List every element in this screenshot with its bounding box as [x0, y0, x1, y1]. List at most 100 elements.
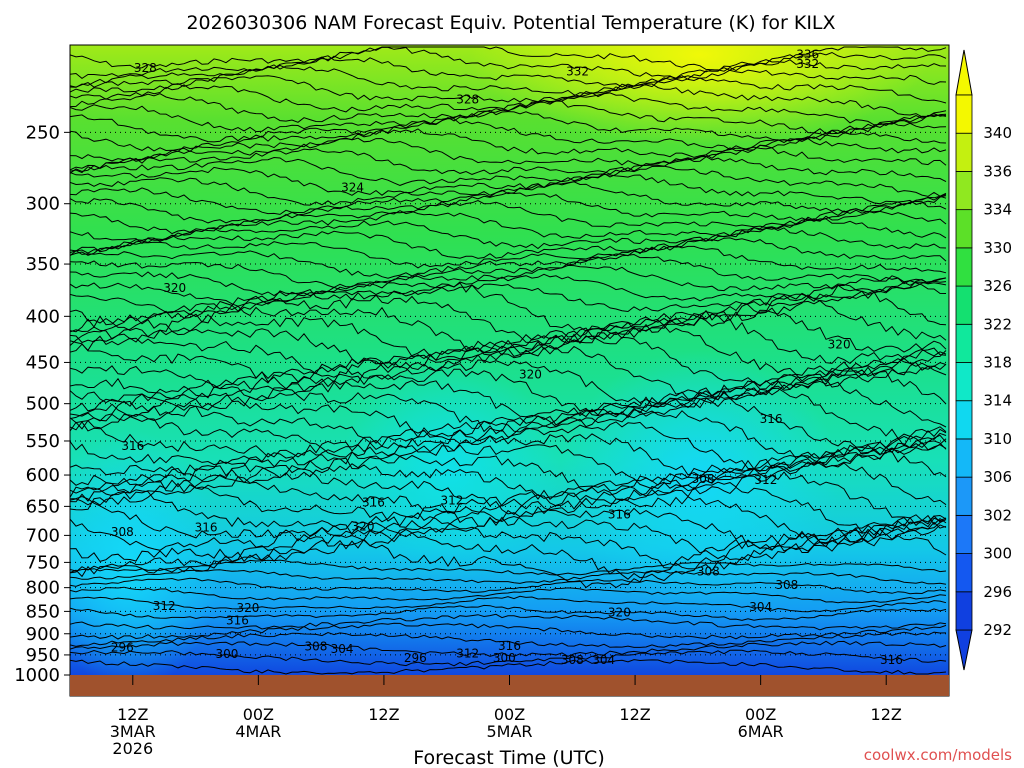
contour-line [70, 236, 947, 269]
plot-area [70, 45, 949, 675]
contour-line [70, 323, 947, 386]
contour-line [70, 464, 947, 527]
contour-line [70, 440, 947, 502]
contour-line [70, 264, 947, 297]
x-tick-label: 12Z [619, 705, 650, 724]
y-tick-label: 650 [26, 496, 60, 517]
chart-title: 2026030306 NAM Forecast Equiv. Potential… [186, 12, 835, 34]
contour-line [70, 577, 947, 595]
x-axis-label: Forecast Time (UTC) [413, 747, 604, 768]
y-tick-label: 800 [26, 578, 60, 599]
contour-label: 308 [304, 640, 327, 654]
contour-line [70, 226, 947, 259]
contour-line [70, 495, 947, 552]
colorbar-label: 314 [983, 392, 1012, 410]
contour-label: 300 [216, 647, 239, 661]
contour-label: 316 [226, 613, 249, 627]
contour-label: 328 [456, 93, 479, 107]
y-tick-label: 400 [26, 306, 60, 327]
colorbar-swatch [955, 171, 973, 211]
x-tick-label: 2026 [112, 739, 153, 758]
contour-line [70, 181, 947, 215]
colorbar-swatch [955, 209, 973, 249]
ground-bar [70, 675, 949, 696]
contour-line [70, 455, 947, 518]
contour-label: 296 [111, 640, 134, 654]
x-tick-label: 00Z [745, 705, 776, 724]
contour-label: 320 [236, 601, 259, 615]
contour-line [70, 357, 947, 417]
y-tick-label: 550 [26, 431, 60, 452]
colorbar-label: 340 [983, 124, 1012, 142]
colorbar: 292 296 300 302 306 310 314 318 322 326 330 334 336 3… [955, 49, 1012, 671]
colorbar-swatch [955, 553, 973, 593]
contour-label: 324 [341, 181, 364, 195]
x-tick-label: 00Z [494, 705, 525, 724]
contour-line [70, 55, 947, 88]
contour-label: 332 [566, 64, 589, 78]
contour-label: 316 [760, 412, 783, 426]
colorbar-label: 296 [983, 583, 1012, 601]
contour-label: 308 [111, 525, 134, 539]
colorbar-label: 302 [983, 506, 1012, 524]
colorbar-label: 334 [983, 201, 1012, 219]
contour-line [70, 622, 947, 640]
contour-line [70, 64, 947, 97]
colorbar-label: 326 [983, 277, 1012, 295]
contour-line [70, 218, 947, 253]
y-tick-label: 350 [26, 254, 60, 275]
y-tick-label: 450 [26, 352, 60, 373]
contour-label: 308 [561, 653, 584, 667]
credit-link[interactable]: coolwx.com/models [864, 746, 1012, 764]
contour-label: 308 [697, 565, 720, 579]
colorbar-label: 318 [983, 354, 1012, 372]
contour-label: 320 [519, 367, 542, 381]
contour-line [70, 586, 947, 604]
y-tick-label: 250 [26, 122, 60, 143]
colorbar-swatch [955, 132, 973, 172]
contour-line [70, 192, 947, 224]
contour-label: 316 [498, 639, 521, 653]
contour-line [70, 345, 947, 401]
x-tick-label: 12Z [117, 705, 148, 724]
colorbar-swatch [955, 94, 973, 134]
colorbar-swatch [955, 514, 973, 554]
y-axis: 2503003504004505005506006507007508008509… [14, 122, 70, 686]
contour-line [70, 146, 947, 175]
contour-line [70, 473, 947, 536]
x-tick-label: 3MAR [110, 722, 156, 741]
colorbar-bottom-arrow [955, 629, 973, 671]
mid-cyan-region-1 [340, 360, 560, 580]
contour-label: 336 [796, 48, 819, 62]
colorbar-swatch [955, 591, 973, 631]
contour-label: 312 [754, 473, 777, 487]
contour-label: 312 [440, 493, 463, 507]
contour-line [70, 46, 947, 72]
contour-line [70, 273, 947, 307]
colorbar-swatch [955, 362, 973, 402]
colorbar-swatch [955, 285, 973, 325]
contour-label: 312 [456, 646, 479, 660]
y-tick-label: 850 [26, 601, 60, 622]
contour-line [70, 209, 947, 245]
contour-line [70, 511, 947, 572]
contour-line [70, 367, 947, 428]
contour-line [70, 164, 947, 197]
low-blue-region [70, 430, 220, 675]
contour-line [70, 275, 947, 339]
x-tick-label: 12Z [368, 705, 399, 724]
contour-label: 304 [749, 600, 772, 614]
contour-line [70, 393, 947, 456]
contour-line [70, 75, 947, 104]
y-tick-label: 500 [26, 394, 60, 415]
x-tick-label: 12Z [871, 705, 902, 724]
colorbar-label: 336 [983, 162, 1012, 180]
contour-label: 320 [352, 519, 375, 533]
contour-line [70, 559, 947, 576]
colorbar-swatch [955, 400, 973, 440]
contour-line [70, 526, 947, 589]
contour-label: 320 [163, 281, 186, 295]
